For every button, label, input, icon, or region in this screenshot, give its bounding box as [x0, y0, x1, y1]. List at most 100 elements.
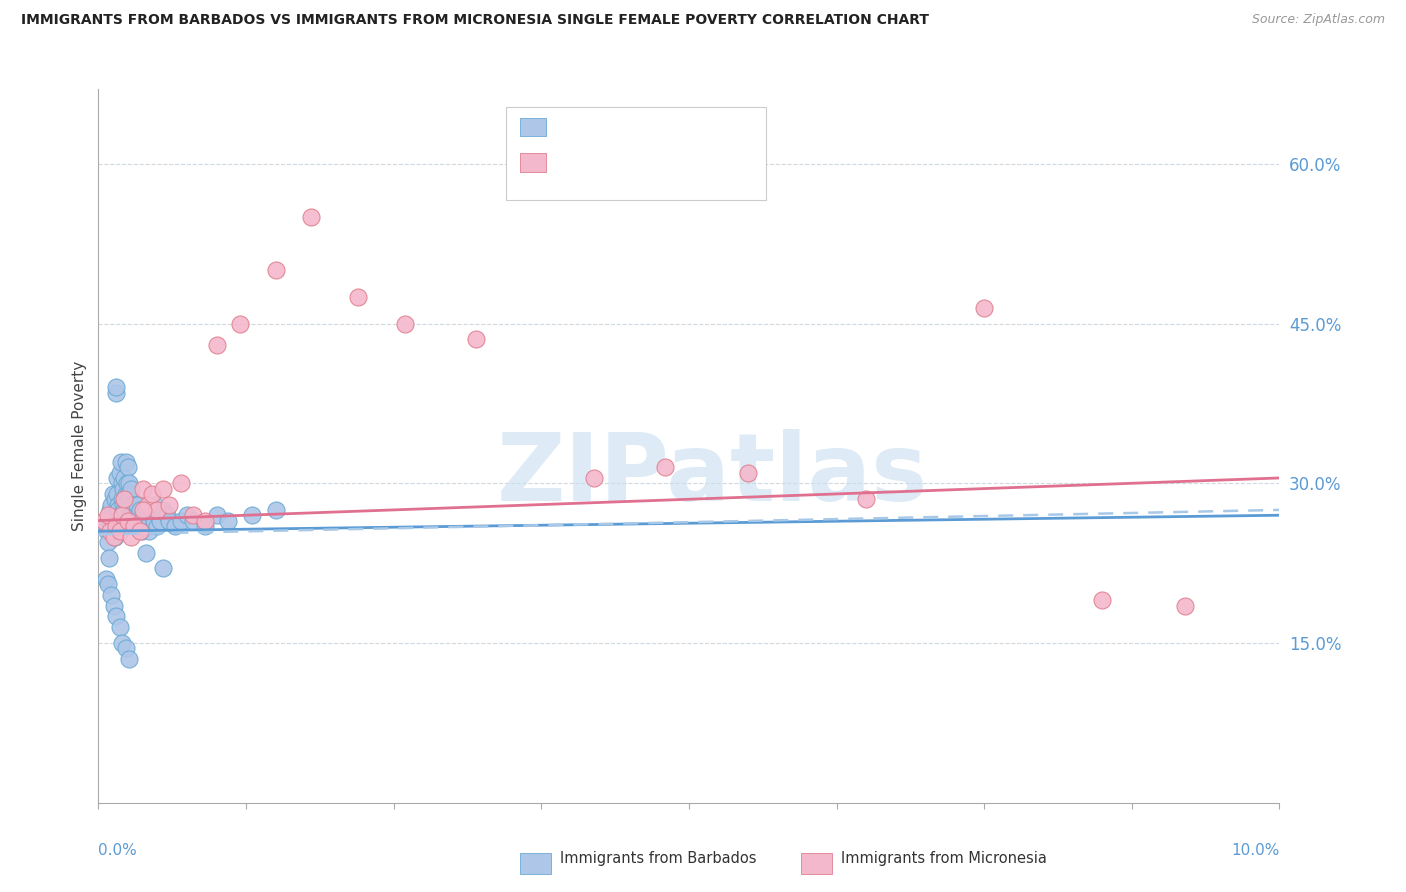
Point — [110, 455, 132, 469]
Point — [97, 577, 120, 591]
Point — [229, 317, 252, 331]
Point — [737, 466, 759, 480]
Point — [114, 487, 136, 501]
Point — [118, 652, 141, 666]
Point — [114, 455, 136, 469]
Point — [105, 609, 128, 624]
Point — [118, 476, 141, 491]
Point — [105, 385, 128, 400]
Point — [117, 514, 139, 528]
Text: Source: ZipAtlas.com: Source: ZipAtlas.com — [1251, 13, 1385, 27]
Text: 0.103: 0.103 — [610, 153, 658, 168]
Point — [205, 508, 228, 523]
Point — [181, 514, 204, 528]
Point — [122, 498, 145, 512]
Point — [117, 487, 139, 501]
Point — [217, 514, 239, 528]
Point — [170, 476, 193, 491]
Point — [142, 514, 165, 528]
Point — [132, 482, 155, 496]
Point — [157, 514, 180, 528]
Text: Immigrants from Barbados: Immigrants from Barbados — [560, 852, 756, 866]
Point — [115, 498, 138, 512]
Point — [264, 503, 287, 517]
Point — [108, 519, 131, 533]
Point — [112, 471, 135, 485]
Point — [136, 498, 159, 512]
Point — [107, 503, 129, 517]
Point — [101, 519, 124, 533]
Point — [156, 508, 179, 523]
Text: N =: N = — [654, 153, 702, 168]
Point — [96, 524, 118, 539]
Point — [97, 534, 120, 549]
Text: R =: R = — [560, 153, 598, 168]
Text: N =: N = — [654, 118, 702, 132]
Point — [465, 333, 488, 347]
Point — [110, 508, 132, 523]
Point — [93, 519, 115, 533]
Point — [129, 519, 152, 533]
Point — [118, 492, 141, 507]
Point — [120, 487, 142, 501]
Point — [181, 508, 204, 523]
FancyBboxPatch shape — [506, 107, 766, 200]
Point — [152, 561, 174, 575]
Point — [299, 210, 322, 224]
Point — [103, 529, 125, 543]
Point — [131, 524, 153, 539]
Point — [157, 498, 180, 512]
Text: Immigrants from Micronesia: Immigrants from Micronesia — [841, 852, 1046, 866]
Point — [111, 492, 134, 507]
Point — [194, 519, 217, 533]
Point — [105, 471, 128, 485]
Point — [149, 514, 172, 528]
Text: IMMIGRANTS FROM BARBADOS VS IMMIGRANTS FROM MICRONESIA SINGLE FEMALE POVERTY COR: IMMIGRANTS FROM BARBADOS VS IMMIGRANTS F… — [21, 13, 929, 28]
Point — [98, 524, 121, 539]
Point — [152, 503, 174, 517]
Point — [128, 524, 150, 539]
Text: 10.0%: 10.0% — [1232, 843, 1279, 858]
Point — [121, 529, 143, 543]
Text: ZIPatlas: ZIPatlas — [496, 428, 928, 521]
Point — [111, 476, 134, 491]
Point — [121, 503, 143, 517]
Point — [112, 498, 135, 512]
Point — [107, 498, 129, 512]
Point — [104, 529, 127, 543]
Point — [100, 498, 122, 512]
Point — [108, 524, 131, 539]
Point — [152, 482, 174, 496]
Point — [112, 492, 135, 507]
Point — [128, 503, 150, 517]
Point — [194, 514, 217, 528]
Point — [112, 503, 135, 517]
Point — [112, 482, 135, 496]
Point — [97, 508, 120, 523]
Point — [115, 476, 138, 491]
Point — [1174, 599, 1197, 613]
Point — [170, 514, 193, 528]
Point — [146, 519, 169, 533]
Point — [146, 503, 169, 517]
Point — [165, 519, 187, 533]
Point — [121, 498, 143, 512]
Point — [94, 572, 117, 586]
Point — [122, 519, 145, 533]
Point — [108, 466, 131, 480]
Point — [240, 508, 263, 523]
Text: 0.022: 0.022 — [610, 118, 658, 132]
Point — [111, 508, 134, 523]
Point — [143, 498, 166, 512]
Point — [136, 519, 159, 533]
Bar — [520, 118, 546, 136]
Point — [121, 482, 143, 496]
Point — [93, 514, 115, 528]
Point — [973, 301, 995, 315]
Point — [176, 508, 198, 523]
Point — [583, 471, 606, 485]
Bar — [520, 153, 546, 172]
Point — [127, 498, 149, 512]
Point — [141, 487, 163, 501]
Point — [105, 380, 128, 394]
